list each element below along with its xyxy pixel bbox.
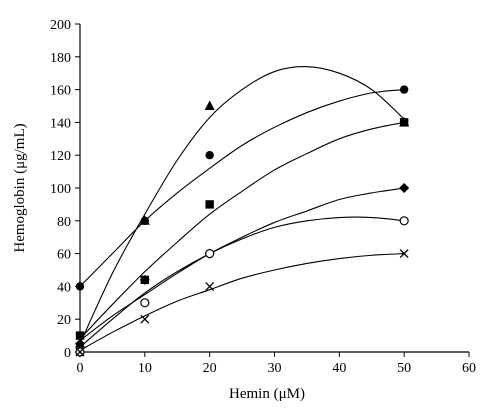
cross-stroke [75,347,85,357]
x-tick-label: 40 [332,361,346,376]
x-tick-label: 30 [268,361,282,376]
data-markers [75,85,410,357]
fit-curves [79,66,405,351]
x-tick-label: 60 [462,361,476,376]
data-point-circle-filled [75,282,85,291]
data-point-diamond [399,183,410,193]
y-tick-label: 200 [50,18,71,33]
data-point-circle-open [399,216,409,226]
x-tick-label: 20 [203,361,217,376]
y-tick-label: 160 [50,84,71,99]
data-point-cross [75,347,85,357]
y-tick-label: 120 [50,149,71,164]
y-tick-label: 20 [57,313,71,328]
y-tick-label: 60 [57,248,71,263]
fit-curve-circle-open [79,216,405,348]
fit-curve-diamond [79,187,405,341]
fit-curve-circle-filled [79,89,405,287]
y-tick-label: 0 [64,346,71,361]
fit-curve-cross [79,253,405,351]
fit-curve-square [79,121,405,340]
y-axis-title: Hemoglobin (μg/mL) [12,123,28,252]
data-point-triangle [204,100,215,110]
data-point-square [399,118,409,127]
fit-curve-triangle [79,66,405,345]
y-tick-label: 80 [57,215,71,230]
data-point-circle-open [205,249,215,259]
x-tick-label: 10 [138,361,152,376]
data-point-circle-open [140,298,150,308]
axes: 0 10 20 30 40 50 60 0 20 40 60 80 100 120 140 160 180 200 [50,18,476,376]
x-tick-label: 50 [397,361,411,376]
x-tick-label: 0 [77,361,84,376]
data-point-circle-filled [140,216,150,225]
data-point-cross [399,249,409,259]
y-tick-label: 140 [50,116,71,131]
data-point-circle-filled [399,85,409,94]
data-point-cross [140,314,150,324]
cross-stroke [140,314,150,324]
y-tick-label: 100 [50,182,71,197]
data-point-circle-filled [205,151,214,160]
cross-stroke [205,281,215,291]
y-tick-label: 180 [50,51,71,66]
cross-stroke [399,249,409,259]
x-axis-title: Hemin (μM) [229,386,305,402]
data-point-cross [205,281,215,291]
data-point-diamond [139,274,150,285]
data-point-square [75,331,85,340]
data-point-square [205,200,214,209]
data-point-diamond [75,338,85,349]
y-tick-label: 40 [57,280,71,295]
